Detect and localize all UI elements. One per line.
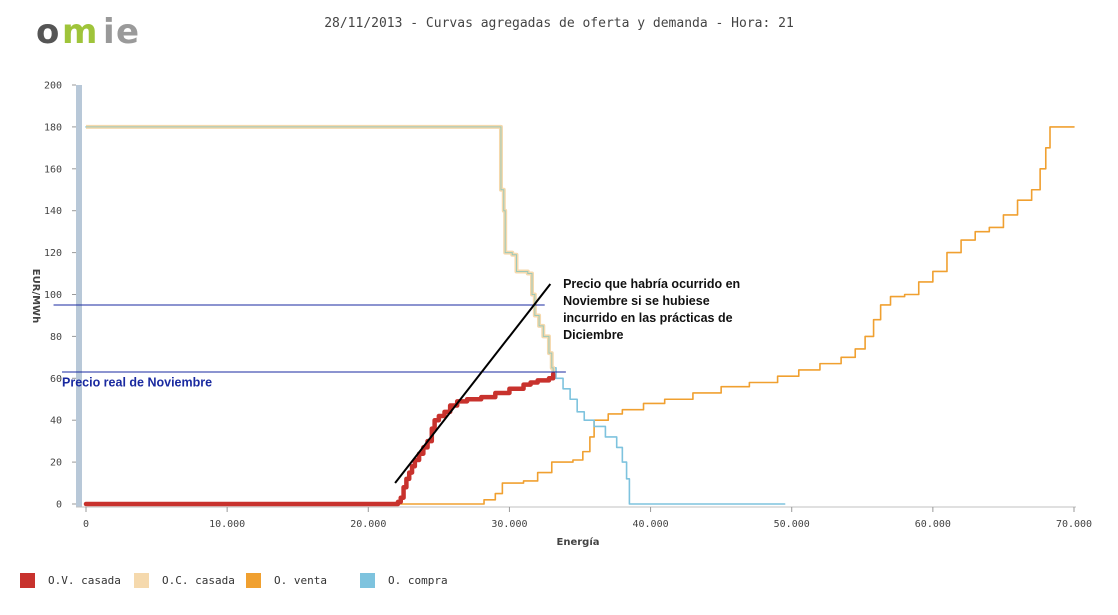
series-group [83,124,1075,507]
y-tick-label: 120 [44,248,62,259]
legend-item[interactable]: O.V. casada [20,573,121,588]
y-tick-label: 20 [50,458,62,469]
y-tick-label: 80 [50,332,62,343]
legend-item[interactable]: O.C. casada [134,573,235,588]
x-tick-label: 30.000 [491,519,527,530]
x-tick-label: 10.000 [209,519,245,530]
x-tick-label: 40.000 [633,519,669,530]
legend-swatch [20,573,35,588]
x-tick-label: 60.000 [915,519,951,530]
legend-item[interactable]: O. venta [246,573,327,588]
trend-line [394,283,552,484]
legend-swatch [134,573,149,588]
annotation-text: Precio real de Noviembre [62,376,212,390]
series-oc-casada-core [86,126,554,375]
annotation-text: Noviembre si se hubiese [563,294,710,308]
annotations: Precio que habría ocurrido en Noviembre s… [62,277,740,389]
legend-item[interactable]: O. compra [360,573,448,588]
y-tick-label: 140 [44,206,62,217]
reference-lines [53,283,566,484]
x-tick-label: 50.000 [774,519,810,530]
y-ticks: 0 20 40 60 80 100 120 140 160 180 200 [44,81,76,511]
y-tick-label: 100 [44,290,62,301]
series-ov-casada [83,371,556,507]
legend-swatch [360,573,375,588]
annotation-text: Precio que habría ocurrido en [563,277,740,291]
y-tick-label: 160 [44,164,62,175]
x-axis-label: Energía [557,536,600,548]
logo-letter: i [103,12,115,52]
y-axis-label: EUR/MWh [30,269,41,323]
y-axis-bar [76,85,82,507]
y-tick-label: 60 [50,374,62,385]
series-oc-casada [86,124,556,375]
y-tick-label: 180 [44,122,62,133]
legend[interactable]: O.V. casada O.C. casada O. venta O. compra [20,573,448,588]
x-tick-label: 20.000 [350,519,386,530]
legend-swatch [246,573,261,588]
annotation-text: incurrido en las prácticas de [563,311,733,325]
logo-letter: m [62,12,97,52]
chart-title: 28/11/2013 - Curvas agregadas de oferta … [324,16,794,31]
x-tick-label: 70.000 [1056,519,1092,530]
legend-label: O.C. casada [162,574,235,587]
x-tick-label: 0 [83,519,89,530]
legend-label: O. venta [274,574,327,587]
legend-label: O. compra [388,574,448,587]
y-tick-label: 0 [56,500,62,511]
legend-label: O.V. casada [48,574,121,587]
y-tick-label: 200 [44,81,62,92]
x-ticks: 0 10.000 20.000 30.000 40.000 50.000 60.000 70.… [83,507,1092,530]
annotation-text: Diciembre [563,328,623,342]
y-tick-label: 40 [50,416,62,427]
logo-letter: e [116,12,139,52]
series-o-venta [85,126,1075,505]
logo-letter: o [36,12,59,52]
